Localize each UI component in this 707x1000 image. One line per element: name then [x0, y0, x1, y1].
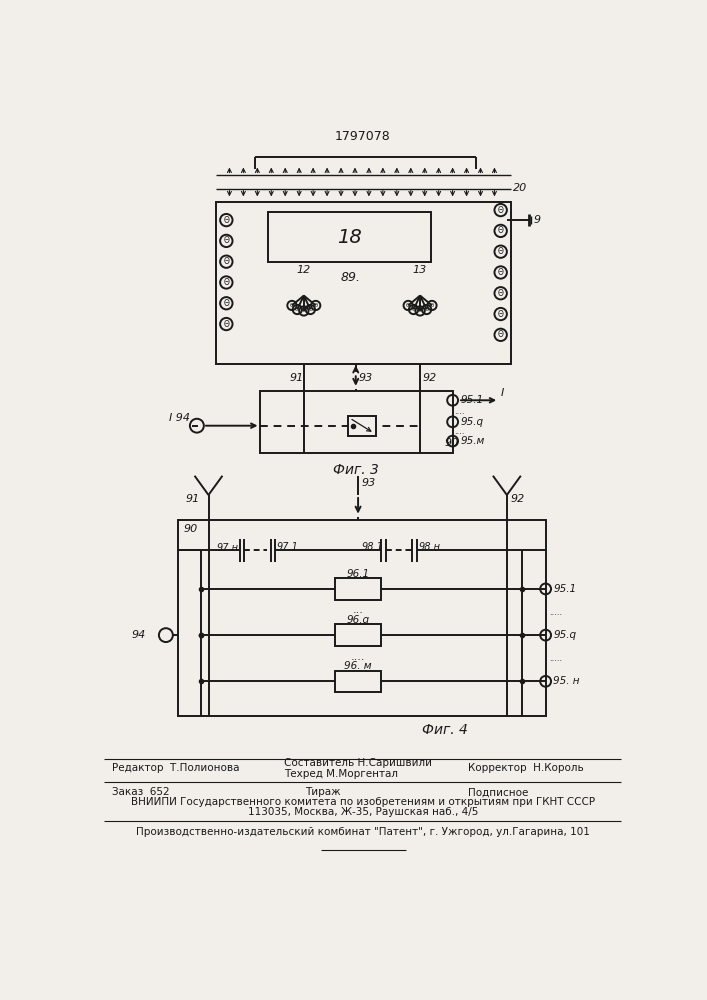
Text: I: I — [501, 388, 504, 398]
Text: Θ: Θ — [498, 310, 503, 319]
Text: 91: 91 — [290, 373, 304, 383]
Text: 97.1: 97.1 — [276, 542, 298, 552]
Text: 97.н: 97.н — [216, 543, 238, 553]
Text: Θ: Θ — [223, 216, 229, 225]
Text: Заказ  652: Заказ 652 — [112, 787, 169, 797]
Text: 113035, Москва, Ж-35, Раушская наб., 4/5: 113035, Москва, Ж-35, Раушская наб., 4/5 — [247, 807, 478, 817]
Text: 1797078: 1797078 — [335, 130, 390, 143]
Text: Техред М.Моргентал: Техред М.Моргентал — [284, 769, 399, 779]
Text: 95.q: 95.q — [554, 630, 576, 640]
Text: Производственно-издательский комбинат "Патент", г. Ужгород, ул.Гагарина, 101: Производственно-издательский комбинат "П… — [136, 827, 590, 837]
Bar — [335, 578, 381, 600]
Text: Θ: Θ — [302, 308, 306, 313]
Text: Редактор  Т.Полионова: Редактор Т.Полионова — [112, 763, 239, 773]
Text: 95.q: 95.q — [460, 417, 484, 427]
Text: Θ: Θ — [223, 278, 229, 287]
Text: Составитель Н.Саришвили: Составитель Н.Саришвили — [284, 758, 433, 768]
Text: Θ: Θ — [498, 330, 503, 339]
Text: 95.1: 95.1 — [460, 395, 484, 405]
Text: 95. н: 95. н — [554, 676, 580, 686]
Bar — [177, 520, 546, 716]
Text: 9: 9 — [534, 215, 541, 225]
Text: Θ: Θ — [223, 257, 229, 266]
Text: 92: 92 — [422, 373, 437, 383]
Text: Подписное: Подписное — [468, 787, 529, 797]
Text: 90: 90 — [184, 524, 198, 534]
Text: Фиг. 4: Фиг. 4 — [421, 723, 467, 737]
Text: Θ: Θ — [498, 226, 503, 235]
Text: Θ: Θ — [411, 307, 416, 312]
Bar — [335, 624, 381, 646]
Text: 95.м: 95.м — [460, 436, 485, 446]
Text: Тираж: Тираж — [305, 787, 341, 797]
Text: 89.: 89. — [340, 271, 361, 284]
Text: Θ: Θ — [223, 320, 229, 329]
Text: Θ: Θ — [406, 303, 410, 308]
Bar — [335, 671, 381, 692]
Text: ....: .... — [454, 407, 464, 416]
Text: ....: .... — [454, 427, 464, 436]
Text: 90: 90 — [445, 438, 459, 448]
Bar — [268, 212, 431, 262]
Text: 13: 13 — [413, 265, 427, 275]
Text: 96. м: 96. м — [344, 661, 372, 671]
Text: 96.1: 96.1 — [346, 569, 370, 579]
Text: Θ: Θ — [308, 307, 312, 312]
Text: .....: ..... — [549, 608, 563, 617]
Text: 92: 92 — [510, 494, 525, 504]
Text: Θ: Θ — [498, 206, 503, 215]
Text: 98.н: 98.н — [419, 542, 440, 552]
Text: 18: 18 — [337, 228, 362, 247]
Text: 93: 93 — [362, 478, 376, 488]
Text: Θ: Θ — [424, 307, 428, 312]
Text: 20: 20 — [513, 183, 527, 193]
Text: 93: 93 — [358, 373, 373, 383]
Bar — [260, 391, 452, 453]
Text: ....: .... — [351, 652, 366, 662]
Text: ВНИИПИ Государственного комитета по изобретениям и открытиям при ГКНТ СССР: ВНИИПИ Государственного комитета по изоб… — [131, 797, 595, 807]
Bar — [348, 416, 376, 436]
Text: 95.1: 95.1 — [554, 584, 576, 594]
Text: I 94: I 94 — [169, 413, 190, 423]
Text: 96.q: 96.q — [346, 615, 370, 625]
Text: .....: ..... — [549, 654, 563, 663]
Text: Θ: Θ — [498, 247, 503, 256]
Text: Θ: Θ — [223, 236, 229, 245]
Bar — [216, 202, 510, 364]
Text: 98.1: 98.1 — [362, 542, 384, 552]
Text: Θ: Θ — [295, 307, 299, 312]
Text: Фиг. 3: Фиг. 3 — [333, 463, 379, 477]
Text: Θ: Θ — [223, 299, 229, 308]
Text: ...: ... — [353, 605, 363, 615]
Text: Θ: Θ — [498, 268, 503, 277]
Text: Θ: Θ — [290, 303, 294, 308]
Text: Корректор  Н.Король: Корректор Н.Король — [468, 763, 584, 773]
Text: 94: 94 — [132, 630, 146, 640]
Text: Θ: Θ — [314, 303, 318, 308]
Text: 12: 12 — [297, 265, 311, 275]
Text: Θ: Θ — [430, 303, 434, 308]
Text: Θ: Θ — [418, 308, 422, 313]
Text: Θ: Θ — [498, 289, 503, 298]
Text: 91: 91 — [185, 494, 199, 504]
